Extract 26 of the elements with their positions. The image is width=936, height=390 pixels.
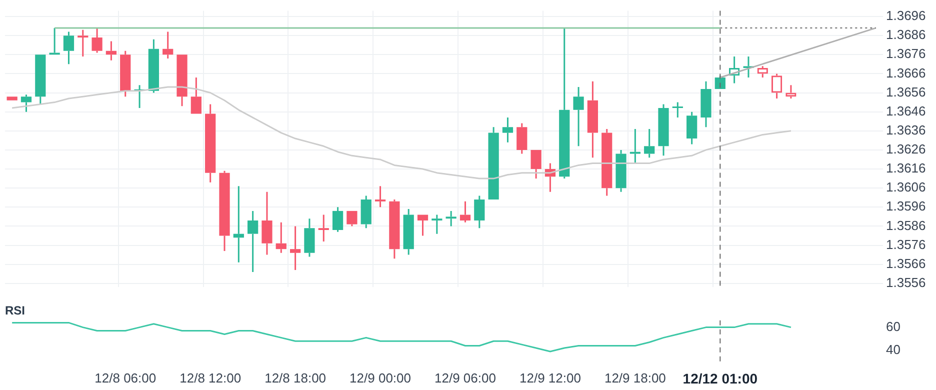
- y-tick-label: 1.3586: [886, 218, 926, 233]
- y-tick-label: 60: [886, 318, 900, 334]
- x-tick-label: 12/12 01:00: [682, 370, 758, 386]
- chart-title: RSI: [5, 304, 26, 318]
- x-tick-label: 12/8 12:00: [180, 370, 242, 386]
- x-tick-label: 12/8 06:00: [94, 370, 156, 386]
- x-tick-label: 12/9 12:00: [519, 370, 581, 386]
- y-tick-label: 1.3616: [886, 160, 926, 176]
- y-tick-label: 1.3606: [886, 180, 926, 195]
- y-tick-label: 1.3576: [886, 236, 926, 252]
- x-tick-label: 12/9 00:00: [350, 370, 411, 386]
- y-tick-label: 1.3656: [886, 84, 926, 100]
- y-tick-label: 1.3596: [886, 198, 926, 214]
- y-tick-label: 1.3646: [886, 103, 926, 118]
- y-tick-label: 1.3566: [886, 256, 926, 271]
- y-tick-label: 1.3626: [886, 142, 926, 157]
- x-tick-label: 12/9 06:00: [434, 370, 496, 386]
- y-tick-label: 1.3556: [886, 274, 926, 290]
- x-tick-label: 12/8 18:00: [264, 370, 326, 386]
- y-tick-label: 1.3636: [886, 122, 926, 138]
- y-tick-label: 1.3696: [886, 8, 926, 24]
- y-tick-label: 1.3676: [886, 46, 926, 62]
- y-tick-label: 40: [886, 342, 900, 357]
- y-tick-label: 1.3686: [886, 27, 926, 42]
- x-tick-label: 12/9 18:00: [604, 370, 666, 386]
- y-tick-label: 1.3666: [886, 65, 926, 80]
